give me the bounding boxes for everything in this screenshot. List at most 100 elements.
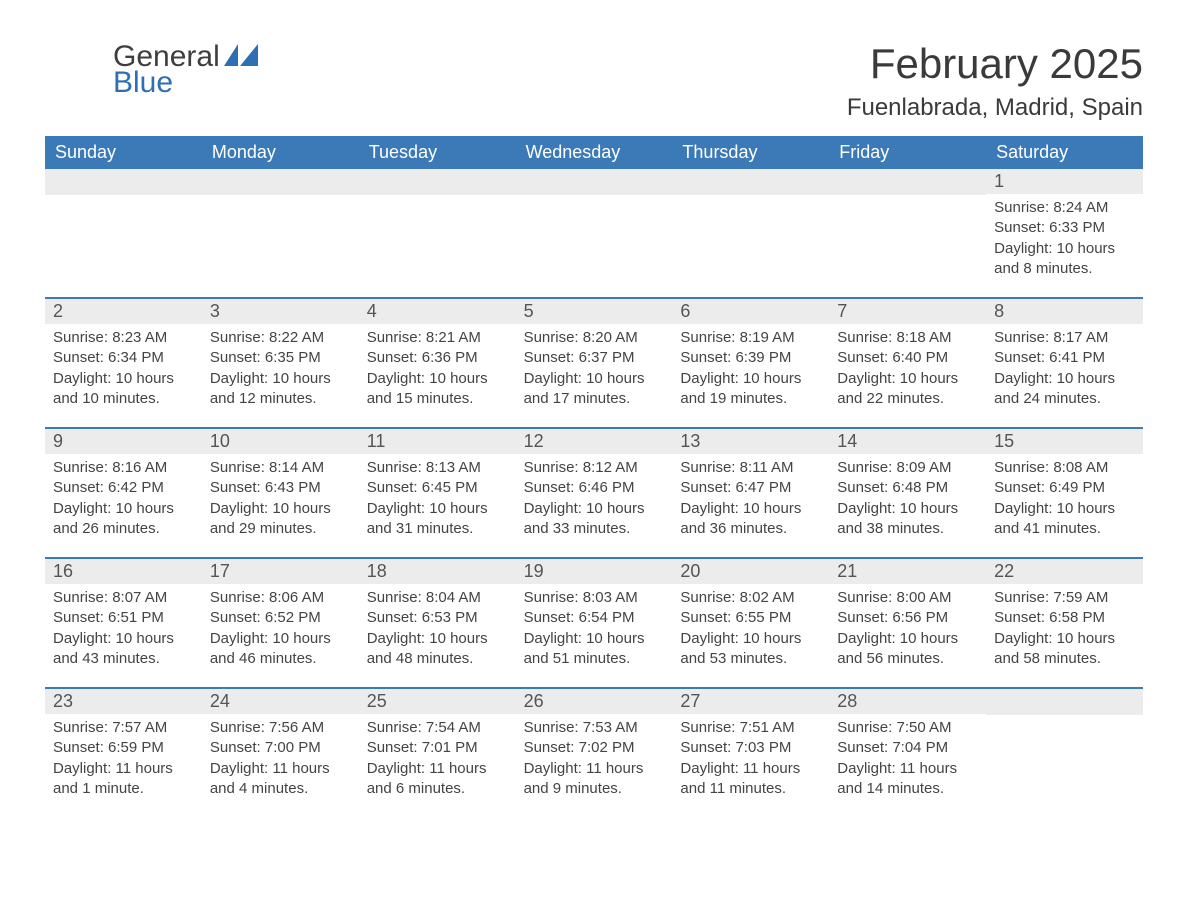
sunset-line: Sunset: 6:51 PM <box>53 608 194 628</box>
sunrise-line: Sunrise: 8:08 AM <box>994 458 1135 478</box>
day-number: 20 <box>672 559 829 584</box>
sunset-line: Sunset: 6:58 PM <box>994 608 1135 628</box>
day-cell <box>45 169 202 297</box>
empty-day-bar <box>202 169 359 195</box>
day-number: 14 <box>829 429 986 454</box>
sunset-line: Sunset: 6:45 PM <box>367 478 508 498</box>
daylight-line: Daylight: 10 hours and 51 minutes. <box>524 629 665 670</box>
weekday-header-row: SundayMondayTuesdayWednesdayThursdayFrid… <box>45 136 1143 169</box>
weekday-header: Friday <box>829 136 986 169</box>
day-cell: 2Sunrise: 8:23 AMSunset: 6:34 PMDaylight… <box>45 299 202 427</box>
day-number: 26 <box>516 689 673 714</box>
day-cell: 28Sunrise: 7:50 AMSunset: 7:04 PMDayligh… <box>829 689 986 817</box>
location: Fuenlabrada, Madrid, Spain <box>847 94 1143 122</box>
day-cell <box>516 169 673 297</box>
day-cell <box>672 169 829 297</box>
day-cell: 13Sunrise: 8:11 AMSunset: 6:47 PMDayligh… <box>672 429 829 557</box>
sunset-line: Sunset: 6:46 PM <box>524 478 665 498</box>
sunset-line: Sunset: 7:04 PM <box>837 738 978 758</box>
day-body: Sunrise: 8:13 AMSunset: 6:45 PMDaylight:… <box>359 454 516 547</box>
day-number: 3 <box>202 299 359 324</box>
daylight-line: Daylight: 10 hours and 22 minutes. <box>837 369 978 410</box>
day-cell: 4Sunrise: 8:21 AMSunset: 6:36 PMDaylight… <box>359 299 516 427</box>
daylight-line: Daylight: 10 hours and 15 minutes. <box>367 369 508 410</box>
sunset-line: Sunset: 6:37 PM <box>524 348 665 368</box>
day-body: Sunrise: 8:19 AMSunset: 6:39 PMDaylight:… <box>672 324 829 417</box>
daylight-line: Daylight: 10 hours and 48 minutes. <box>367 629 508 670</box>
week-row: 9Sunrise: 8:16 AMSunset: 6:42 PMDaylight… <box>45 427 1143 557</box>
day-body: Sunrise: 8:14 AMSunset: 6:43 PMDaylight:… <box>202 454 359 547</box>
sunrise-line: Sunrise: 7:51 AM <box>680 718 821 738</box>
empty-day-bar <box>829 169 986 195</box>
weekday-header: Tuesday <box>359 136 516 169</box>
daylight-line: Daylight: 10 hours and 56 minutes. <box>837 629 978 670</box>
weekday-header: Sunday <box>45 136 202 169</box>
sunrise-line: Sunrise: 8:12 AM <box>524 458 665 478</box>
day-number: 18 <box>359 559 516 584</box>
daylight-line: Daylight: 11 hours and 4 minutes. <box>210 759 351 800</box>
sunrise-line: Sunrise: 8:22 AM <box>210 328 351 348</box>
day-cell: 19Sunrise: 8:03 AMSunset: 6:54 PMDayligh… <box>516 559 673 687</box>
sunset-line: Sunset: 6:33 PM <box>994 218 1135 238</box>
day-cell: 25Sunrise: 7:54 AMSunset: 7:01 PMDayligh… <box>359 689 516 817</box>
sunrise-line: Sunrise: 8:24 AM <box>994 198 1135 218</box>
daylight-line: Daylight: 11 hours and 11 minutes. <box>680 759 821 800</box>
daylight-line: Daylight: 10 hours and 33 minutes. <box>524 499 665 540</box>
day-cell <box>359 169 516 297</box>
day-body: Sunrise: 8:22 AMSunset: 6:35 PMDaylight:… <box>202 324 359 417</box>
calendar: SundayMondayTuesdayWednesdayThursdayFrid… <box>45 136 1143 817</box>
day-number: 15 <box>986 429 1143 454</box>
empty-day-bar <box>672 169 829 195</box>
sunset-line: Sunset: 6:34 PM <box>53 348 194 368</box>
day-body: Sunrise: 8:18 AMSunset: 6:40 PMDaylight:… <box>829 324 986 417</box>
sunset-line: Sunset: 6:54 PM <box>524 608 665 628</box>
day-body: Sunrise: 8:16 AMSunset: 6:42 PMDaylight:… <box>45 454 202 547</box>
day-number: 9 <box>45 429 202 454</box>
day-cell <box>829 169 986 297</box>
empty-day-bar <box>45 169 202 195</box>
empty-day-bar <box>986 689 1143 715</box>
weekday-header: Wednesday <box>516 136 673 169</box>
sunset-line: Sunset: 6:47 PM <box>680 478 821 498</box>
day-number: 4 <box>359 299 516 324</box>
day-number: 27 <box>672 689 829 714</box>
daylight-line: Daylight: 10 hours and 38 minutes. <box>837 499 978 540</box>
sunset-line: Sunset: 6:35 PM <box>210 348 351 368</box>
day-number: 7 <box>829 299 986 324</box>
sunrise-line: Sunrise: 8:19 AM <box>680 328 821 348</box>
day-cell: 26Sunrise: 7:53 AMSunset: 7:02 PMDayligh… <box>516 689 673 817</box>
sunset-line: Sunset: 7:03 PM <box>680 738 821 758</box>
sail-icon <box>224 44 258 71</box>
daylight-line: Daylight: 10 hours and 26 minutes. <box>53 499 194 540</box>
sunrise-line: Sunrise: 8:07 AM <box>53 588 194 608</box>
day-cell: 14Sunrise: 8:09 AMSunset: 6:48 PMDayligh… <box>829 429 986 557</box>
day-number: 12 <box>516 429 673 454</box>
day-body: Sunrise: 8:20 AMSunset: 6:37 PMDaylight:… <box>516 324 673 417</box>
daylight-line: Daylight: 11 hours and 9 minutes. <box>524 759 665 800</box>
day-cell: 23Sunrise: 7:57 AMSunset: 6:59 PMDayligh… <box>45 689 202 817</box>
day-body: Sunrise: 7:59 AMSunset: 6:58 PMDaylight:… <box>986 584 1143 677</box>
sunrise-line: Sunrise: 8:02 AM <box>680 588 821 608</box>
day-number: 2 <box>45 299 202 324</box>
day-body: Sunrise: 7:53 AMSunset: 7:02 PMDaylight:… <box>516 714 673 807</box>
day-cell: 17Sunrise: 8:06 AMSunset: 6:52 PMDayligh… <box>202 559 359 687</box>
header: General Blue February 2025 Fuenlabrada, … <box>45 40 1143 122</box>
month-title: February 2025 <box>847 40 1143 88</box>
day-cell: 22Sunrise: 7:59 AMSunset: 6:58 PMDayligh… <box>986 559 1143 687</box>
day-body: Sunrise: 8:06 AMSunset: 6:52 PMDaylight:… <box>202 584 359 677</box>
day-cell: 21Sunrise: 8:00 AMSunset: 6:56 PMDayligh… <box>829 559 986 687</box>
day-cell: 5Sunrise: 8:20 AMSunset: 6:37 PMDaylight… <box>516 299 673 427</box>
weekday-header: Thursday <box>672 136 829 169</box>
sunrise-line: Sunrise: 8:18 AM <box>837 328 978 348</box>
sunrise-line: Sunrise: 7:54 AM <box>367 718 508 738</box>
sunrise-line: Sunrise: 8:04 AM <box>367 588 508 608</box>
sunrise-line: Sunrise: 8:06 AM <box>210 588 351 608</box>
day-body: Sunrise: 8:02 AMSunset: 6:55 PMDaylight:… <box>672 584 829 677</box>
sunset-line: Sunset: 6:43 PM <box>210 478 351 498</box>
day-number: 24 <box>202 689 359 714</box>
day-cell: 6Sunrise: 8:19 AMSunset: 6:39 PMDaylight… <box>672 299 829 427</box>
sunset-line: Sunset: 6:56 PM <box>837 608 978 628</box>
daylight-line: Daylight: 11 hours and 1 minute. <box>53 759 194 800</box>
sunset-line: Sunset: 7:01 PM <box>367 738 508 758</box>
day-body: Sunrise: 8:07 AMSunset: 6:51 PMDaylight:… <box>45 584 202 677</box>
